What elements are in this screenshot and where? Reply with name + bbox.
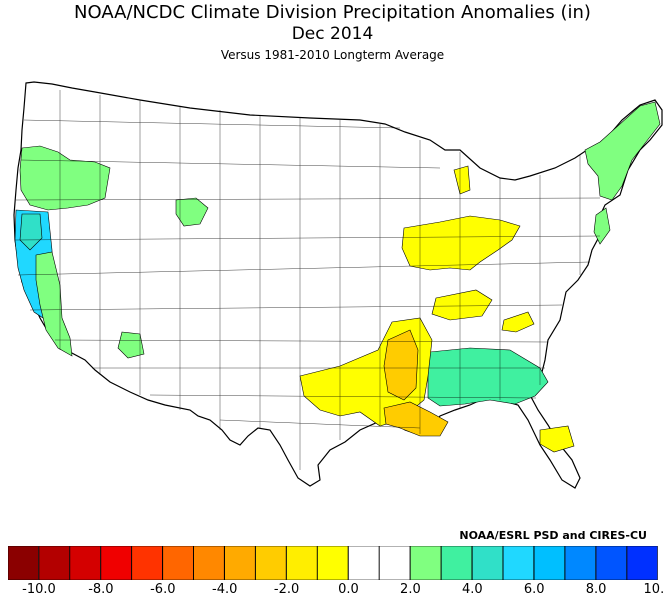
legend-swatch [162,546,194,580]
color-scale-legend [8,546,658,580]
legend-swatch [595,546,627,580]
legend-swatch [471,546,504,580]
map-title: NOAA/NCDC Climate Division Precipitation… [74,2,591,23]
sierra-nevada-wet-region [19,213,43,251]
louisiana-dry-region [383,401,449,437]
legend-swatch [348,546,380,580]
legend-swatch [317,546,349,580]
legend-swatch [193,546,225,580]
legend-tick-label: 6.0 [523,582,545,597]
legend-tick-label: -10.0 [22,582,56,597]
new-jersey-wet-region [593,207,611,245]
legend-swatch [410,546,442,580]
legend-swatch [255,546,287,580]
legend-swatch [626,546,658,580]
legend-tick-label: 8.0 [585,582,607,597]
baseline-subtitle: Versus 1981-2010 Longterm Average [220,48,445,62]
legend-tick-label: 10.0 [643,582,665,597]
legend-swatch [69,546,101,580]
legend-swatch [533,546,566,580]
legend-tick-label: -2.0 [273,582,300,597]
ohio-valley-dry-region [401,215,521,271]
tennessee-dry-region [431,289,493,321]
legend-tick-label: -4.0 [212,582,238,597]
legend-swatch [224,546,256,580]
southeast-wet-region [427,347,549,407]
florida-dry-region [539,425,575,453]
lower-mississippi-drier-region [383,329,419,401]
data-credit: NOAA/ESRL PSD and CIRES-CU [459,529,647,542]
legend-swatch [38,546,70,580]
arizona-wet-region [117,331,145,359]
legend-tick-label: -6.0 [150,582,176,597]
legend-swatch [100,546,132,580]
legend-swatch [440,546,473,580]
legend-swatch [8,546,39,580]
map-month: Dec 2014 [291,24,374,44]
wyoming-utah-wet-region [175,197,209,227]
legend-swatch [286,546,318,580]
legend-swatch [564,546,596,580]
legend-swatch [379,546,411,580]
virginia-dry-region [501,311,535,333]
legend-tick-label: 4.0 [461,582,483,597]
legend-swatch [502,546,535,580]
us-climate-division-map [13,81,663,489]
legend-tick-label: 0.0 [338,582,359,597]
legend-swatch [131,546,163,580]
new-england-wet-region [584,101,661,201]
legend-tick-label: 2.0 [400,582,421,597]
legend-tick-label: -8.0 [88,582,114,597]
climate-division-boundaries [14,90,601,470]
michigan-dry-region [453,165,471,195]
